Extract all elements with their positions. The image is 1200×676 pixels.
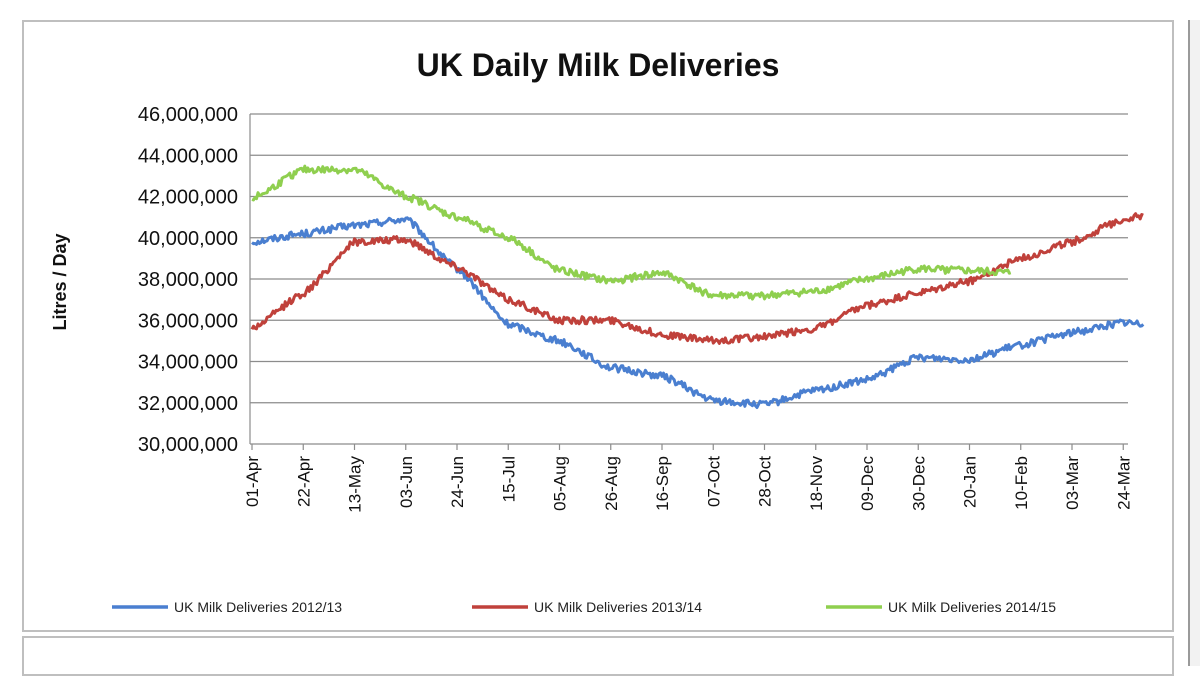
legend-label: UK Milk Deliveries 2012/13: [174, 599, 342, 615]
x-tick-label: 28-Oct: [756, 456, 775, 507]
y-tick-label: 44,000,000: [138, 145, 238, 167]
x-tick-label: 09-Dec: [858, 456, 877, 511]
x-tick-label: 13-May: [346, 456, 365, 513]
x-tick-label: 30-Dec: [909, 456, 928, 511]
x-tick-label: 24-Jun: [448, 456, 467, 508]
y-tick-label: 40,000,000: [138, 228, 238, 250]
x-tick-label: 01-Apr: [243, 456, 262, 507]
gridlines: [249, 113, 1128, 445]
legend-label: UK Milk Deliveries 2013/14: [534, 599, 702, 615]
x-tick-label: 20-Jan: [961, 456, 980, 508]
x-tick-label: 07-Oct: [704, 456, 723, 507]
series-lines: [250, 164, 1145, 409]
x-tick-label: 22-Apr: [294, 456, 313, 507]
y-tick-label: 32,000,000: [138, 393, 238, 415]
y-tick-label: 42,000,000: [138, 187, 238, 209]
x-tick-label: 05-Aug: [551, 456, 570, 511]
x-tick-label: 03-Mar: [1063, 456, 1082, 510]
y-axis-label: Litres / Day: [50, 233, 70, 330]
y-tick-label: 30,000,000: [138, 434, 238, 456]
x-axis-ticks: 01-Apr 22-Apr 13-May 03-Jun 24-Jun 15-Jul 05-A…: [243, 444, 1133, 513]
x-tick-label: 16-Sep: [653, 456, 672, 511]
x-tick-label: 15-Jul: [499, 456, 518, 502]
series-line-2: [250, 212, 1144, 345]
x-tick-label: 03-Jun: [397, 456, 416, 508]
y-tick-label: 34,000,000: [138, 352, 238, 374]
y-tick-label: 46,000,000: [138, 104, 238, 126]
series-line-3: [251, 164, 1012, 301]
series-line-1: [251, 216, 1145, 409]
chart-title: UK Daily Milk Deliveries: [417, 47, 780, 83]
chart-frame: [22, 20, 1174, 632]
y-tick-label: 36,000,000: [138, 310, 238, 332]
x-tick-label: 26-Aug: [602, 456, 621, 511]
x-tick-label: 24-Mar: [1114, 456, 1133, 510]
window-edge: [1188, 20, 1200, 666]
legend-label: UK Milk Deliveries 2014/15: [888, 599, 1056, 615]
x-tick-label: 10-Feb: [1012, 456, 1031, 510]
y-axis-ticks: 30,000,000 32,000,000 34,000,000 36,000,000…: [138, 104, 238, 456]
legend: UK Milk Deliveries 2012/13 UK Milk Delive…: [112, 599, 1056, 615]
y-tick-label: 38,000,000: [138, 269, 238, 291]
x-tick-label: 18-Nov: [807, 456, 826, 511]
